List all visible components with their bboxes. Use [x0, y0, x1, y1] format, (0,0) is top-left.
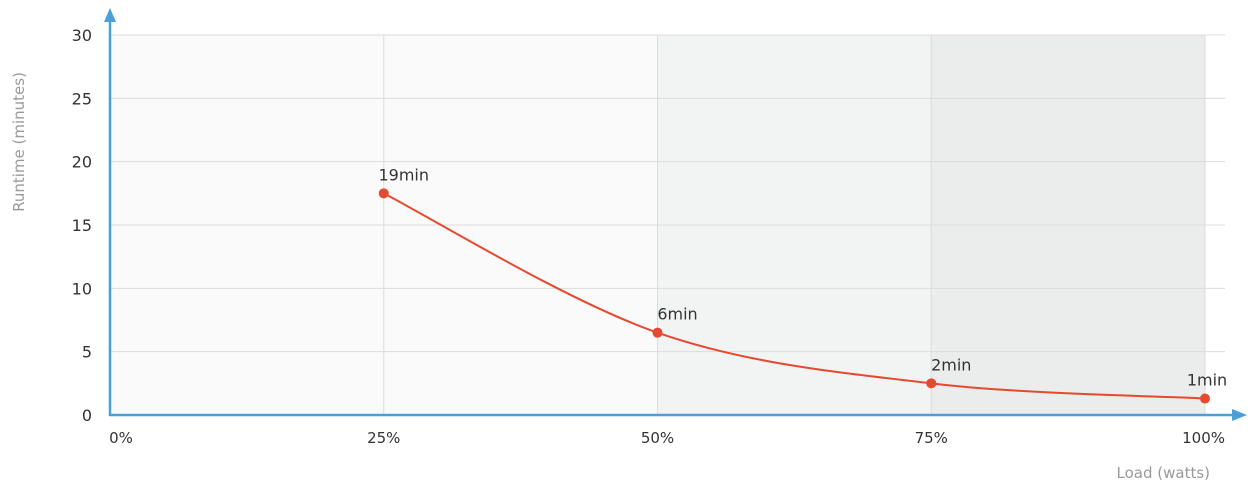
- data-point: [652, 327, 663, 338]
- data-point: [378, 188, 389, 199]
- x-tick-label: 0%: [109, 429, 133, 447]
- data-label: 19min: [378, 165, 429, 184]
- gridlines: [110, 34, 1225, 415]
- y-tick-label: 30: [72, 26, 92, 45]
- y-axis-arrowhead: [104, 8, 116, 22]
- series-line: [383, 192, 1206, 400]
- y-tick-label: 20: [72, 153, 92, 172]
- y-tick-label: 25: [72, 89, 92, 108]
- y-tick-label: 0: [82, 406, 92, 425]
- x-tick-label: 100%: [1182, 429, 1225, 447]
- axes: [104, 8, 1247, 421]
- y-axis-title: Runtime (minutes): [10, 72, 28, 212]
- series: 19min 6min 2min 1min: [378, 165, 1227, 404]
- x-tick-label: 25%: [367, 429, 400, 447]
- y-tick-label: 15: [72, 216, 92, 235]
- x-axis-title: Load (watts): [1117, 464, 1211, 482]
- y-tick-label: 10: [72, 279, 92, 298]
- x-tick-label: 75%: [915, 429, 948, 447]
- data-label: 2min: [931, 355, 971, 374]
- data-point: [926, 378, 937, 389]
- data-label: 6min: [657, 305, 697, 324]
- x-axis-arrowhead: [1232, 409, 1247, 421]
- x-tick-labels: 0% 25% 50% 75% 100%: [109, 429, 1225, 447]
- y-tick-labels: 0 5 10 15 20 25 30: [72, 26, 92, 425]
- data-label: 1min: [1187, 371, 1227, 390]
- y-tick-label: 5: [82, 343, 92, 362]
- data-point: [1200, 393, 1210, 404]
- x-tick-label: 50%: [641, 429, 674, 447]
